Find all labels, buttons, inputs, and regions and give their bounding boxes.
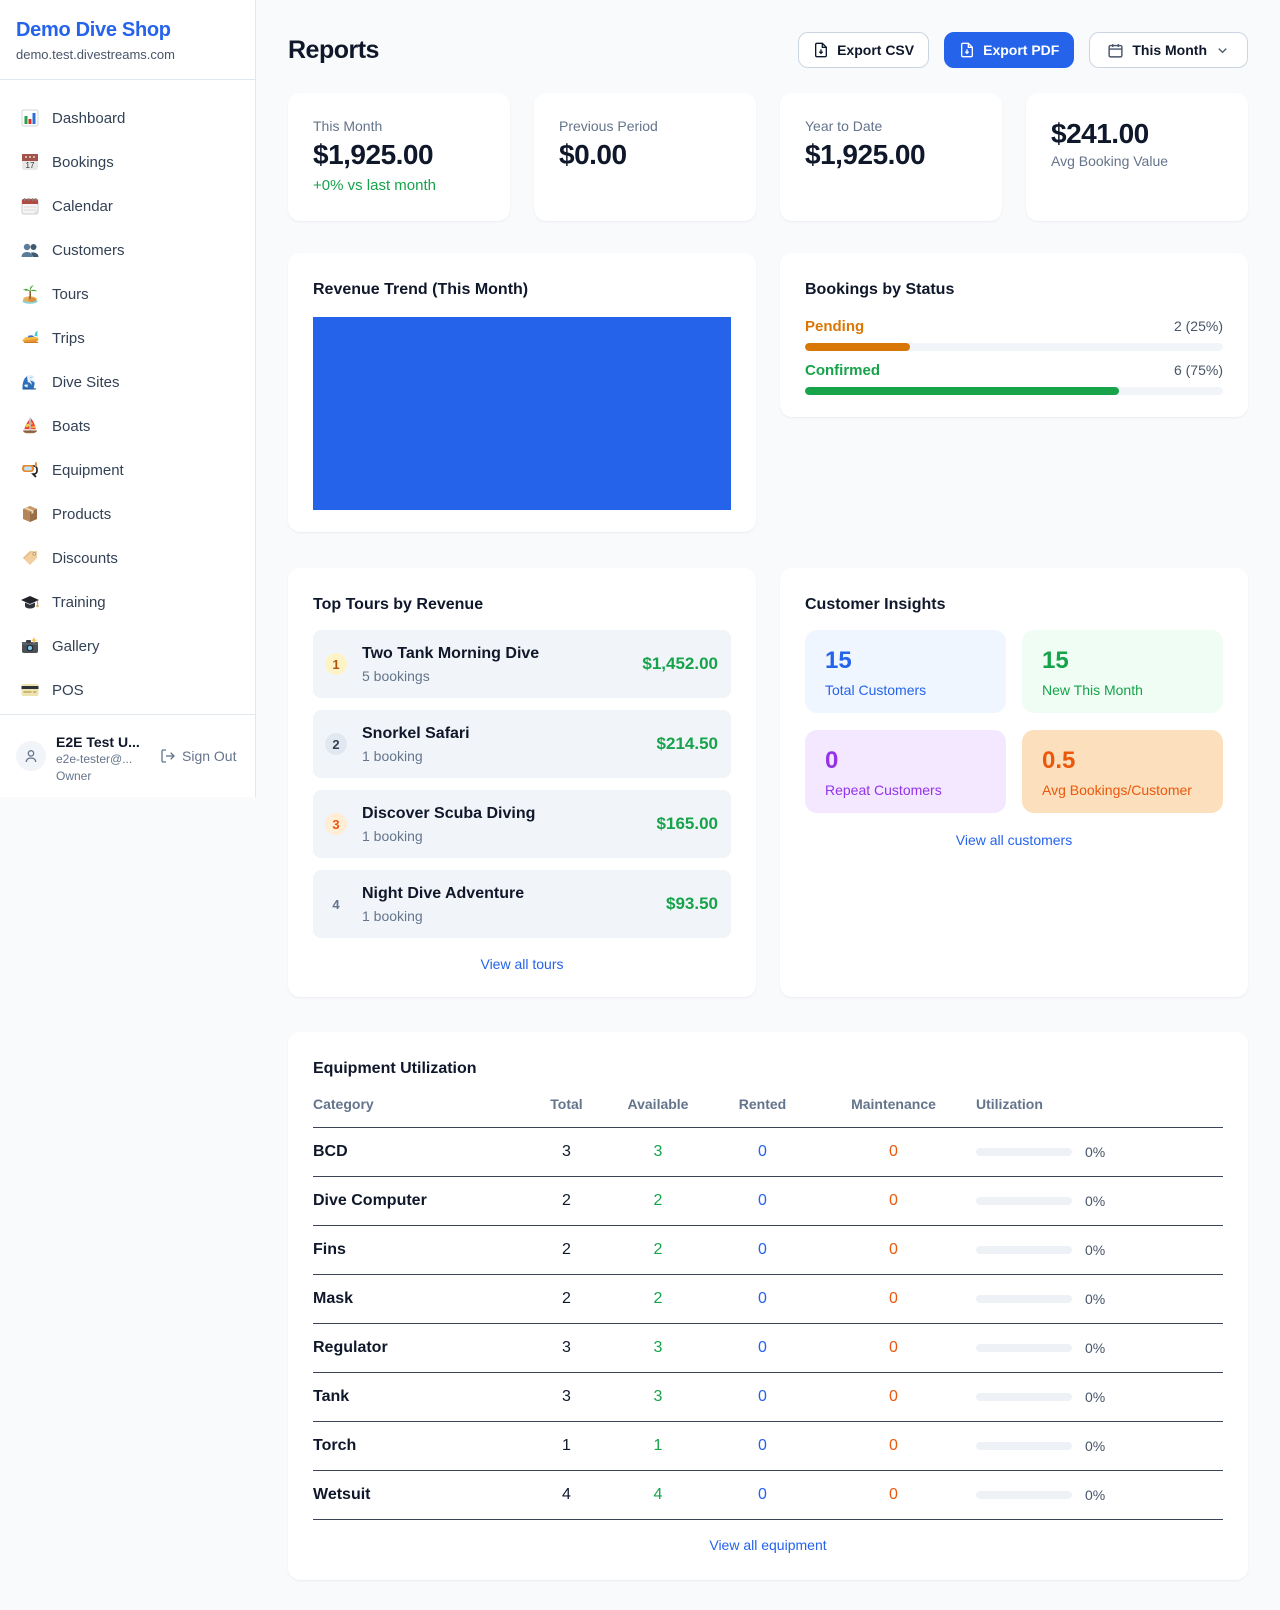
svg-text:17: 17 [26, 161, 35, 170]
